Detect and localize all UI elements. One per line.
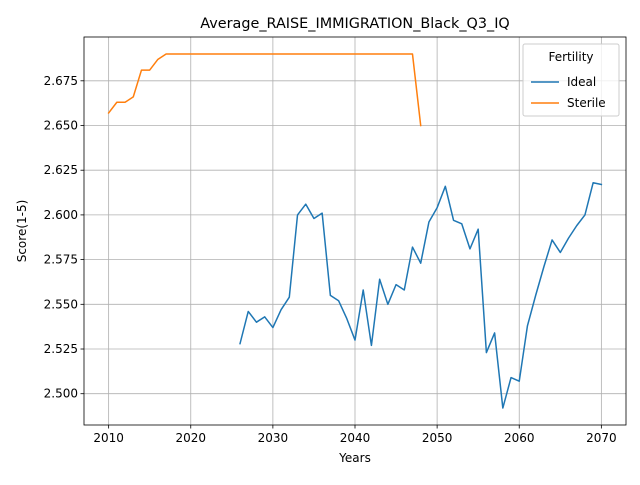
x-tick-label: 2060: [504, 431, 535, 445]
chart-title: Average_RAISE_IMMIGRATION_Black_Q3_IQ: [200, 16, 510, 32]
y-tick-label: 2.500: [44, 387, 78, 401]
y-tick-label: 2.675: [44, 74, 78, 88]
x-tick-label: 2040: [340, 431, 371, 445]
legend-box: [522, 43, 620, 117]
legend-label-sterile: Sterile: [567, 96, 606, 110]
x-tick-label: 2030: [258, 431, 289, 445]
x-tick-label: 2070: [586, 431, 617, 445]
y-tick-label: 2.575: [44, 253, 78, 267]
axis-ticks: 2010 2020 2030 2040 2050 2060 2070 2.500 2.525 2.…: [44, 74, 617, 445]
x-tick-label: 2050: [422, 431, 453, 445]
legend-label-ideal: Ideal: [567, 75, 596, 89]
y-tick-label: 2.550: [44, 297, 78, 311]
y-tick-label: 2.625: [44, 163, 78, 177]
y-axis-label: Score(1-5): [15, 200, 29, 263]
legend: Fertility Ideal Sterile: [522, 43, 620, 117]
series-line-sterile: [107, 53, 422, 127]
legend-items: Ideal Sterile: [531, 75, 606, 110]
y-tick-label: 2.650: [44, 119, 78, 133]
x-axis-label: Years: [338, 451, 371, 465]
x-tick-label: 2020: [175, 431, 206, 445]
series-line-ideal: [239, 181, 603, 409]
legend-title: Fertility: [548, 50, 593, 64]
y-tick-label: 2.600: [44, 208, 78, 222]
x-tick-label: 2010: [93, 431, 124, 445]
grid-lines: [84, 37, 626, 425]
series-lines: [107, 53, 603, 409]
y-tick-label: 2.525: [44, 342, 78, 356]
